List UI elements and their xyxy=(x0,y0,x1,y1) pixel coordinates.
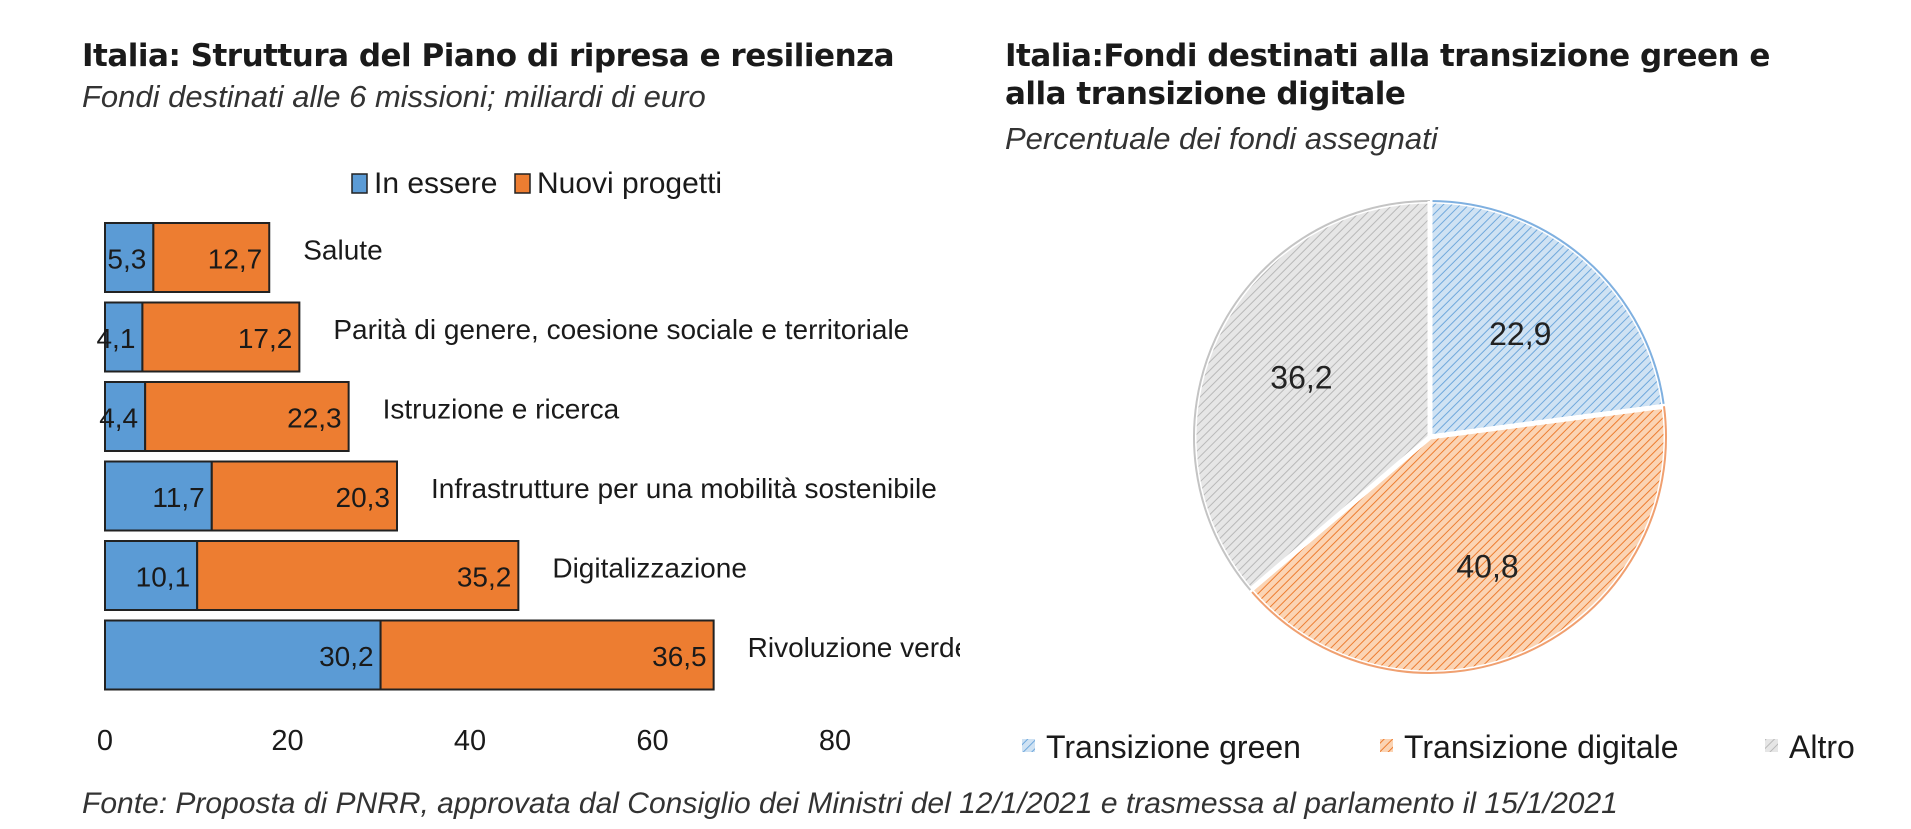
bar-nuovi-progetti xyxy=(141,301,301,373)
stacked-bar-chart: In essere Nuovi progetti 5,3 12,7 Salute 4,1… xyxy=(96,167,960,757)
bar-in-essere xyxy=(104,222,155,293)
bar-value-label: 10,1 xyxy=(136,562,191,593)
pie-legend-label: Transizione green xyxy=(1046,729,1301,765)
pie-chart: 22,9 40,8 36,2 Transizione green Transizion… xyxy=(1022,198,1855,765)
category-label: Digitalizzazione xyxy=(552,553,747,584)
bar-value-label: 11,7 xyxy=(152,482,204,513)
right-chart-title: Italia:Fondi destinati alla transizione … xyxy=(1005,38,1770,112)
legend-label: In essere xyxy=(374,167,497,200)
pie-legend-label: Transizione digitale xyxy=(1404,729,1679,765)
x-tick-label: 20 xyxy=(271,725,303,757)
bar-value-label: 4,1 xyxy=(96,323,135,354)
x-tick-label: 40 xyxy=(454,725,486,757)
bar-in-essere xyxy=(104,540,199,611)
x-tick-label: 80 xyxy=(819,725,851,757)
bar-value-label: 30,2 xyxy=(319,641,374,672)
x-tick-label: 60 xyxy=(636,725,668,757)
bar-in-essere xyxy=(104,460,213,532)
bar-value-label: 36,5 xyxy=(652,641,707,672)
bar-nuovi-progetti xyxy=(152,222,271,293)
bar-nuovi-progetti xyxy=(144,381,350,452)
source-footnote: Fonte: Proposta di PNRR, approvata dal C… xyxy=(82,787,1618,820)
pie-legend-swatch xyxy=(1022,739,1035,752)
bar-value-label: 20,3 xyxy=(336,482,391,513)
left-chart-subtitle: Fondi destinati alle 6 missioni; miliard… xyxy=(82,79,706,114)
bar-in-essere xyxy=(104,619,382,691)
category-label: Parità di genere, coesione sociale e ter… xyxy=(333,314,909,345)
bar-in-essere xyxy=(104,301,144,373)
bar-in-essere xyxy=(104,381,147,452)
pie-value-label: 36,2 xyxy=(1270,360,1332,396)
pie-legend-swatch xyxy=(1380,739,1393,752)
bar-nuovi-progetti xyxy=(379,619,715,691)
bar-value-label: 4,4 xyxy=(99,403,138,434)
pie-value-label: 40,8 xyxy=(1456,548,1518,584)
bar-nuovi-progetti xyxy=(196,540,520,611)
pie-slice-edge xyxy=(1193,200,1431,591)
pie-slice-edge xyxy=(1429,200,1665,407)
category-label: Rivoluzione verde xyxy=(748,632,960,663)
category-label: Istruzione e ricerca xyxy=(383,394,620,425)
legend-swatch xyxy=(514,173,531,194)
bar-value-label: 35,2 xyxy=(457,562,512,593)
category-label: Infrastrutture per una mobilità sostenib… xyxy=(431,473,937,504)
left-chart-title: Italia: Struttura del Piano di ripresa e… xyxy=(82,38,895,74)
bar-value-label: 5,3 xyxy=(107,244,146,275)
bar-value-label: 17,2 xyxy=(238,323,293,354)
right-chart-subtitle: Percentuale dei fondi assegnati xyxy=(1005,121,1438,156)
bar-value-label: 12,7 xyxy=(208,244,263,275)
pie-slice-edge xyxy=(1249,406,1667,674)
pie-value-label: 22,9 xyxy=(1489,316,1551,352)
category-label: Salute xyxy=(303,235,382,266)
bar-nuovi-progetti xyxy=(210,460,398,532)
bar-value-label: 22,3 xyxy=(287,403,342,434)
pie-legend-swatch xyxy=(1765,739,1778,752)
x-tick-label: 0 xyxy=(97,725,113,757)
legend-label: Nuovi progetti xyxy=(537,167,722,200)
legend-swatch xyxy=(351,173,368,194)
pie-legend-label: Altro xyxy=(1789,729,1855,765)
